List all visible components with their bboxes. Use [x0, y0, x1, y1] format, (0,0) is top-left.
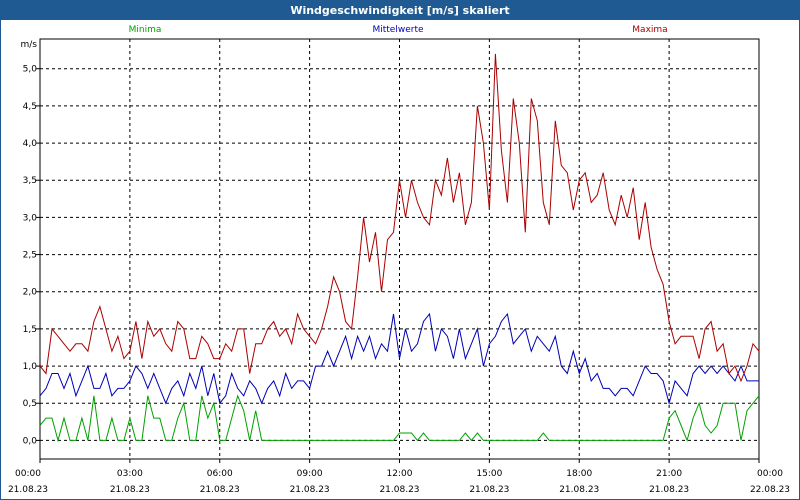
chart-title: Windgeschwindigkeit [m/s] skaliert [1, 1, 799, 20]
x-tick-date-label: 21.08.23 [649, 485, 689, 495]
x-tick-time-label: 00:00 [15, 469, 41, 479]
series-line-mittelwerte [39, 312, 759, 406]
x-tick-date-label: 21.08.23 [8, 485, 48, 495]
y-tick-label: 1,5 [23, 325, 37, 335]
legend-maxima: Maxima [632, 25, 667, 35]
x-tick-time-label: 18:00 [566, 469, 592, 479]
y-tick-label: 3,5 [23, 176, 37, 186]
x-tick-time-label: 03:00 [117, 469, 143, 479]
x-tick-time-label: 00:00 [757, 469, 783, 479]
y-tick-label: 5,0 [23, 65, 38, 75]
y-tick-label: 3,0 [23, 213, 38, 223]
y-tick-label: 0,0 [23, 436, 38, 446]
x-tick-time-label: 12:00 [387, 469, 413, 479]
x-tick-date-label: 21.08.23 [469, 485, 509, 495]
y-tick-label: 2,5 [23, 251, 37, 261]
x-tick-time-label: 06:00 [207, 469, 233, 479]
y-axis-label: m/s [21, 40, 38, 50]
x-tick-time-label: 21:00 [656, 469, 682, 479]
x-tick-time-label: 09:00 [297, 469, 323, 479]
y-tick-label: 2,0 [23, 288, 38, 298]
series-line-minima [39, 394, 760, 443]
x-tick-date-label: 21.08.23 [379, 485, 419, 495]
y-tick-label: 4,0 [23, 139, 38, 149]
x-tick-date-label: 21.08.23 [200, 485, 240, 495]
y-tick-label: 0,5 [23, 399, 37, 409]
legend-minima: Minima [129, 25, 162, 35]
x-tick-date-label: 21.08.23 [559, 485, 599, 495]
y-tick-label: 1,0 [23, 362, 38, 372]
x-tick-date-label: 21.08.23 [290, 485, 330, 495]
x-tick-date-label: 21.08.23 [110, 485, 150, 495]
legend-mittelwerte: Mittelwerte [372, 25, 423, 35]
series-line-maxima [39, 53, 760, 383]
y-tick-label: 4,5 [23, 102, 37, 112]
x-tick-date-label: 22.08.23 [750, 485, 790, 495]
x-tick-time-label: 15:00 [476, 469, 502, 479]
